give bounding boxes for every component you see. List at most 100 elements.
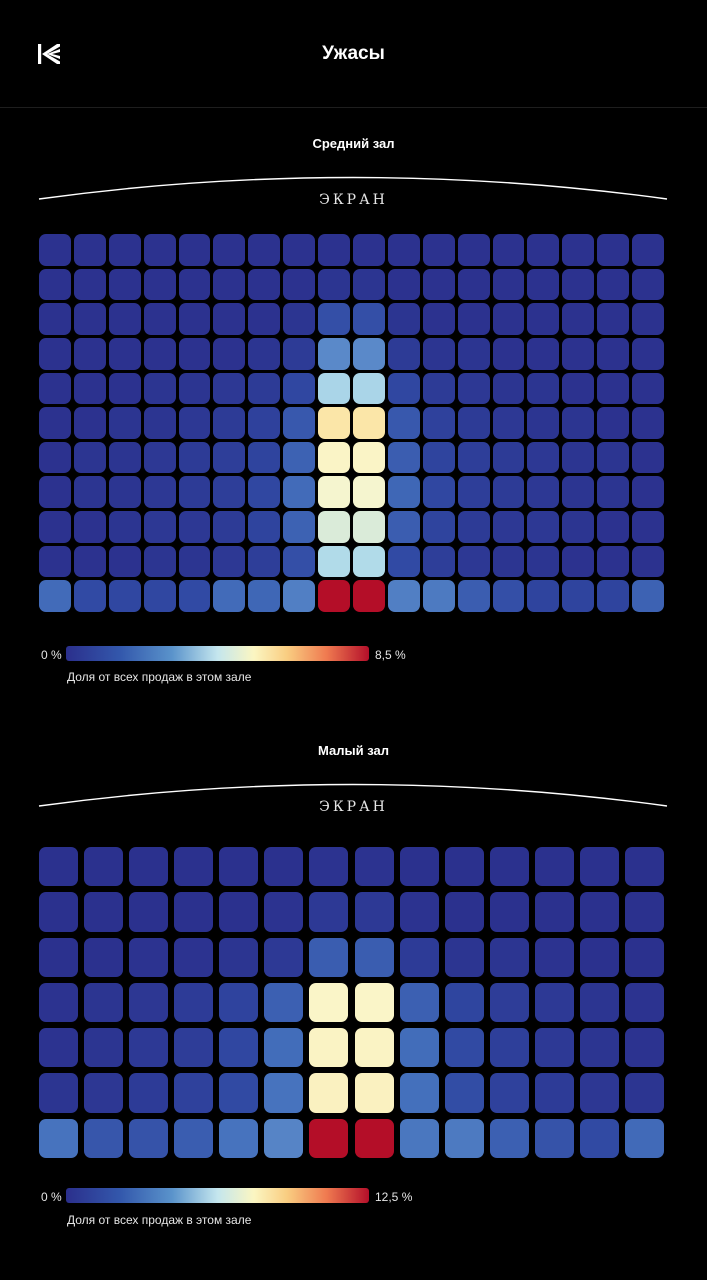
seat-cell (318, 545, 350, 578)
seat-cell (422, 476, 455, 509)
seat-cell (489, 982, 529, 1023)
seat-cell (84, 1028, 124, 1068)
seat-cell (108, 268, 141, 301)
seat-cell (178, 337, 211, 370)
seat-cell (527, 580, 560, 612)
seat-cell (457, 407, 490, 439)
seat-cell (283, 372, 316, 405)
seat-cell (174, 892, 214, 932)
seat-heatmap (39, 847, 664, 1158)
seat-cell (354, 847, 394, 887)
seat-cell (318, 337, 350, 370)
seat-cell (213, 303, 246, 335)
seat-cell (422, 545, 455, 578)
seat-cell (579, 892, 619, 932)
seat-cell (457, 372, 490, 405)
seat-cell (562, 511, 595, 543)
seat-cell (219, 1118, 259, 1158)
seat-cell (39, 372, 71, 405)
seat-cell (457, 511, 490, 543)
seat-cell (143, 580, 176, 612)
seat-cell (264, 1073, 304, 1113)
seat-cell (309, 892, 349, 932)
seat-cell (353, 580, 385, 612)
seat-cell (597, 234, 630, 266)
seat-cell (597, 511, 630, 543)
seat-cell (354, 1028, 394, 1068)
seat-cell (492, 337, 525, 370)
seat-cell (174, 982, 214, 1023)
seat-cell (248, 372, 281, 405)
seat-cell (457, 580, 490, 612)
seat-cell (39, 441, 71, 474)
seat-cell (457, 234, 490, 266)
page-title: Ужасы (322, 43, 385, 64)
seat-cell (534, 1118, 574, 1158)
screen-arc (38, 176, 668, 200)
seat-cell (632, 476, 664, 509)
seat-cell (492, 372, 525, 405)
seat-cell (492, 545, 525, 578)
seat-cell (318, 303, 350, 335)
seat-cell (39, 234, 71, 266)
seat-cell (422, 268, 455, 301)
seat-cell (143, 372, 176, 405)
seat-cell (73, 407, 106, 439)
legend-max-label: 12,5 % (375, 1190, 413, 1204)
seat-cell (534, 937, 574, 977)
seat-cell (527, 407, 560, 439)
seat-cell (143, 337, 176, 370)
seat-cell (562, 476, 595, 509)
seat-cell (264, 1118, 304, 1158)
seat-cell (283, 234, 316, 266)
seat-cell (489, 1073, 529, 1113)
seat-cell (353, 441, 385, 474)
kinopoisk-logo-icon[interactable] (38, 44, 60, 64)
seat-cell (444, 892, 484, 932)
seat-cell (108, 511, 141, 543)
seat-cell (309, 1073, 349, 1113)
seat-cell (283, 268, 316, 301)
seat-cell (178, 511, 211, 543)
seat-cell (318, 511, 350, 543)
seat-cell (492, 407, 525, 439)
seat-cell (174, 1073, 214, 1113)
seat-cell (562, 580, 595, 612)
seat-cell (562, 545, 595, 578)
seat-cell (562, 337, 595, 370)
seat-cell (353, 407, 385, 439)
hall-small: Малый зал ЭКРАН 0 % 12,5 % Доля от всех … (0, 743, 707, 1243)
seat-cell (579, 1073, 619, 1113)
seat-cell (178, 303, 211, 335)
seat-cell (353, 303, 385, 335)
seat-cell (108, 337, 141, 370)
seat-cell (309, 982, 349, 1023)
seat-cell (422, 303, 455, 335)
seat-cell (178, 372, 211, 405)
seat-cell (597, 268, 630, 301)
seat-cell (597, 303, 630, 335)
seat-cell (527, 545, 560, 578)
seat-cell (174, 1028, 214, 1068)
seat-cell (354, 1118, 394, 1158)
seat-cell (39, 580, 71, 612)
seat-cell (129, 1118, 169, 1158)
screen-label: ЭКРАН (319, 192, 388, 208)
seat-cell (264, 982, 304, 1023)
seat-cell (387, 476, 420, 509)
seat-cell (457, 441, 490, 474)
legend-max-label: 8,5 % (375, 648, 406, 662)
seat-cell (143, 303, 176, 335)
hall-medium: Средний зал ЭКРАН 0 % 8,5 % Доля от всех… (0, 136, 707, 696)
seat-cell (354, 892, 394, 932)
seat-cell (562, 372, 595, 405)
seat-cell (264, 847, 304, 887)
legend-color-bar (66, 1188, 369, 1203)
seat-cell (387, 234, 420, 266)
seat-cell (143, 476, 176, 509)
seat-cell (457, 268, 490, 301)
seat-cell (264, 1028, 304, 1068)
seat-cell (492, 441, 525, 474)
seat-cell (632, 441, 664, 474)
seat-cell (562, 268, 595, 301)
